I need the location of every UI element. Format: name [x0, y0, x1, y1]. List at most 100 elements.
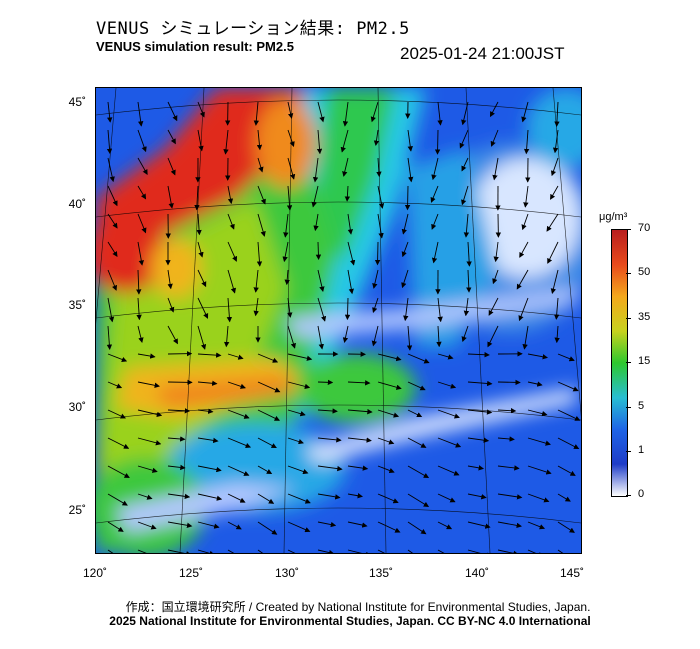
- wind-arrow: [463, 213, 470, 238]
- wind-arrow: [406, 325, 413, 351]
- wind-arrow: [403, 297, 409, 322]
- wind-arrow: [287, 381, 311, 389]
- wind-arrow: [107, 297, 115, 323]
- wind-arrow: [227, 213, 235, 230]
- wind-arrow: [317, 325, 324, 350]
- wind-arrow: [257, 521, 278, 535]
- wind-arrow: [317, 437, 342, 443]
- graticule-longitude-line: [377, 88, 387, 553]
- wind-arrow: [167, 101, 178, 122]
- wind-arrow: [407, 549, 414, 553]
- wind-arrow: [257, 213, 266, 237]
- wind-arrow: [497, 493, 523, 500]
- wind-arrow: [431, 213, 439, 230]
- wind-arrow: [107, 353, 128, 362]
- wind-arrow: [527, 493, 550, 503]
- wind-arrow: [437, 549, 445, 553]
- wind-arrow: [223, 325, 230, 348]
- wind-arrow: [287, 409, 306, 417]
- wind-arrow: [197, 493, 223, 501]
- wind-arrow: [557, 437, 580, 450]
- wind-arrow: [407, 409, 423, 418]
- wind-arrow: [407, 157, 414, 183]
- wind-arrow: [167, 185, 174, 209]
- wind-arrow: [437, 381, 457, 389]
- wind-arrow: [136, 269, 142, 295]
- wind-arrow: [527, 353, 548, 360]
- wind-arrow: [227, 549, 235, 553]
- wind-arrow: [342, 157, 349, 177]
- wind-arrow: [371, 325, 379, 347]
- wind-arrow: [167, 549, 192, 553]
- wind-arrow: [550, 185, 559, 200]
- wind-arrow: [497, 465, 520, 471]
- wind-arrow: [317, 408, 338, 414]
- wind-arrow: [437, 297, 443, 323]
- wind-arrow: [317, 379, 334, 386]
- wind-arrow: [197, 465, 222, 473]
- wind-arrow: [287, 353, 313, 361]
- wind-arrow: [227, 353, 244, 360]
- wind-arrow: [522, 325, 529, 350]
- wind-arrow: [253, 101, 259, 126]
- wind-arrow: [466, 269, 472, 293]
- wind-arrow: [467, 437, 490, 443]
- wind-arrow: [377, 409, 400, 418]
- wind-arrow: [315, 241, 322, 260]
- lon-label-125: 125˚: [178, 566, 204, 580]
- wind-arrow: [340, 129, 349, 153]
- wind-arrow: [197, 380, 218, 386]
- graticule-latitude-line: [96, 507, 581, 524]
- wind-arrow: [317, 269, 325, 292]
- wind-arrow: [557, 549, 564, 553]
- wind-arrow: [527, 549, 544, 553]
- wind-arrow: [497, 521, 522, 529]
- wind-arrow: [377, 381, 402, 390]
- wind-arrow: [347, 493, 363, 499]
- wind-arrow: [431, 241, 439, 264]
- wind-arrow: [347, 521, 368, 528]
- colorbar-tick-35: 35: [638, 311, 651, 323]
- colorbar-tick-0: 0: [638, 488, 645, 500]
- wind-arrow: [137, 381, 160, 388]
- wind-arrow: [527, 437, 551, 446]
- credit-line-1: 作成：国立環境研究所 / Created by National Institu…: [125, 600, 591, 614]
- wind-arrow: [257, 465, 273, 475]
- graticule-latitude-line: [96, 302, 581, 319]
- wind-arrow: [347, 465, 369, 471]
- wind-arrow: [227, 493, 246, 503]
- wind-arrow: [437, 465, 460, 476]
- wind-arrow: [488, 297, 499, 316]
- wind-arrow: [459, 129, 469, 149]
- wind-arrow: [518, 297, 529, 322]
- wind-arrow: [287, 297, 293, 318]
- wind-arrow: [317, 549, 335, 553]
- wind-arrow: [347, 408, 373, 415]
- wind-arrow: [107, 157, 115, 183]
- wind-arrow: [404, 185, 411, 211]
- wind-arrow: [461, 157, 469, 172]
- wind-arrow: [527, 409, 548, 417]
- wind-arrow: [227, 521, 242, 530]
- wind-arrow: [437, 409, 460, 419]
- wind-arrow: [257, 353, 279, 363]
- wind-arrow: [287, 521, 311, 533]
- wind-arrow: [467, 549, 493, 553]
- graticule-latitude-line: [96, 99, 581, 116]
- wind-arrow: [257, 437, 277, 449]
- wind-arrow: [284, 269, 290, 286]
- colorbar-tickmark: [626, 318, 631, 319]
- wind-arrow: [523, 185, 529, 208]
- wind-arrow: [344, 185, 351, 202]
- lat-label-30: 30˚: [68, 400, 86, 414]
- wind-arrow: [107, 101, 113, 123]
- wind-arrow: [407, 465, 430, 479]
- forecast-timestamp: 2025-01-24 21:00JST: [400, 44, 565, 63]
- wind-arrow: [227, 381, 246, 389]
- wind-arrow: [557, 493, 571, 502]
- wind-arrow: [167, 408, 191, 414]
- wind-arrow: [197, 352, 222, 358]
- wind-arrow: [287, 101, 294, 119]
- wind-arrow: [550, 157, 559, 177]
- lon-label-140: 140˚: [464, 566, 490, 580]
